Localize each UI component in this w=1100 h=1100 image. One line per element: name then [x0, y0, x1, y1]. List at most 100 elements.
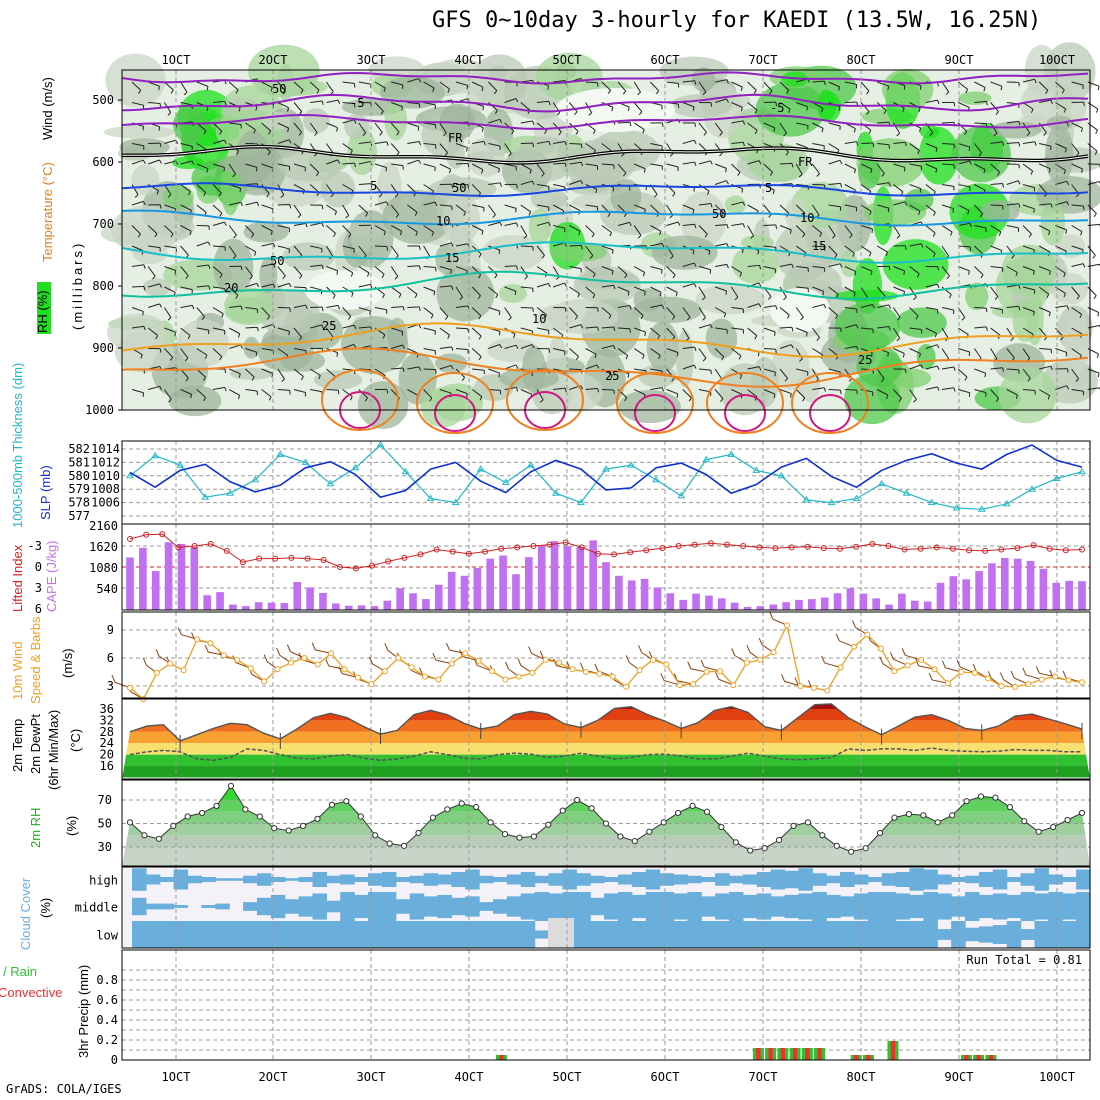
wind-barb [763, 122, 776, 129]
wind-barb [779, 307, 790, 316]
cloud-cell [534, 930, 550, 939]
wind-barb [714, 204, 725, 214]
wind-barb [634, 204, 646, 210]
wind-barb-flag [513, 333, 516, 338]
wind-barb [731, 120, 744, 124]
wind-barb-flag [418, 141, 422, 146]
wind-barb-flag [1045, 90, 1049, 94]
wind-barb-flag [750, 235, 754, 239]
wind-barb-flag [872, 142, 875, 148]
cape-bar [1052, 582, 1061, 610]
wind-barb-flag [350, 272, 354, 277]
wind-barb-flag [158, 86, 160, 91]
cloud-cell [826, 894, 841, 919]
cloud-cell [770, 869, 786, 890]
cape-bar [280, 603, 289, 610]
wind-barb [585, 326, 598, 329]
wind-barb [1038, 225, 1051, 232]
wind-barb-flag [952, 208, 954, 213]
surface-temperature-contour [791, 372, 869, 434]
cloud-cell [867, 921, 883, 948]
precip-tick-label: 0.4 [96, 1013, 118, 1027]
rh-cell [224, 287, 274, 323]
wind-speed-point [944, 680, 951, 687]
wind-barb [877, 81, 889, 87]
cloud-cell [229, 921, 244, 948]
surface-temperature-contour [809, 394, 851, 432]
wind-barb-10m-flag [263, 654, 268, 662]
surface-temperature-contour [706, 372, 784, 434]
wind-barb-flag [154, 233, 158, 238]
wind-barb [180, 204, 192, 211]
rh-point [473, 803, 480, 811]
wind-barb [180, 184, 191, 192]
wind-barb-10m-flag [638, 645, 643, 653]
wind-barb [358, 245, 367, 256]
wind-barb-flag [289, 204, 292, 209]
wind-barb-flag [204, 354, 208, 359]
bottom-date-label: 10OCT [1039, 1070, 1075, 1084]
cloud-cell [492, 899, 508, 914]
wind-barb [601, 245, 614, 251]
wind-barb [423, 122, 436, 126]
wind-barb-flag [706, 190, 710, 195]
wind-speed-point [127, 684, 133, 691]
wind-barb-10m-flag [999, 672, 1004, 680]
wind-barb [666, 163, 679, 168]
wind-barb-flag [983, 169, 986, 174]
wind-barb-flag [896, 337, 901, 342]
wind-barb-flag [532, 307, 534, 313]
wind-barb-flag [142, 159, 146, 164]
cloud-cell [965, 892, 980, 921]
wind-barb [650, 143, 663, 147]
wind-speed-point [918, 656, 925, 663]
cloud-cell [465, 896, 480, 917]
wind-barb-flag [159, 386, 162, 391]
wind-barb-flag [881, 173, 885, 177]
wind-barb [148, 385, 160, 390]
wind-barb [455, 286, 464, 298]
wind-barb-flag [451, 346, 454, 351]
wind-barb-flag [693, 364, 697, 369]
cloud-cell [562, 869, 577, 890]
precip-panel [121, 949, 1091, 1061]
wind-barb-flag [191, 160, 195, 165]
rh-cell [755, 82, 826, 137]
thickness-point [1028, 485, 1036, 492]
wind-barb [390, 143, 400, 153]
wind-barb [974, 143, 983, 154]
wind-barb [698, 160, 711, 165]
rh-point [602, 820, 610, 827]
wind-barb-flag [995, 111, 999, 115]
wind-barb-flag [189, 231, 192, 236]
lifted-index-point [594, 550, 601, 557]
wind-barb-flag [250, 233, 255, 238]
wind-ylabel-line2: Speed & Barbs [28, 616, 43, 704]
thickness-point [326, 479, 335, 487]
wind-barb [504, 98, 517, 103]
wind-barb [925, 307, 938, 311]
cloud-cell [159, 921, 175, 948]
wind-barb-flag [185, 275, 189, 280]
wind-barb-flag [624, 397, 628, 402]
wind-barb [958, 266, 970, 272]
rh-cell [114, 332, 174, 373]
wind-barb-flag [937, 82, 939, 87]
wind-barb [407, 140, 420, 144]
cloud-cell [145, 921, 161, 948]
wind-barb [585, 225, 595, 235]
wind-barb-flag [418, 159, 422, 164]
wind-barb [1087, 245, 1096, 256]
wind-barb [131, 102, 144, 106]
lifted-index-point [901, 546, 908, 553]
rh-cell [817, 91, 841, 123]
wind-barb-flag [980, 274, 984, 279]
cloud-cell [729, 921, 744, 948]
wind-barb-flag [450, 365, 454, 370]
wind-barb-flag [1097, 373, 1100, 378]
wind-barb [229, 368, 241, 375]
wind-barb [1071, 81, 1084, 86]
wind-barb [455, 348, 468, 351]
cloud-cell [576, 892, 591, 921]
cape-bar [151, 571, 160, 610]
